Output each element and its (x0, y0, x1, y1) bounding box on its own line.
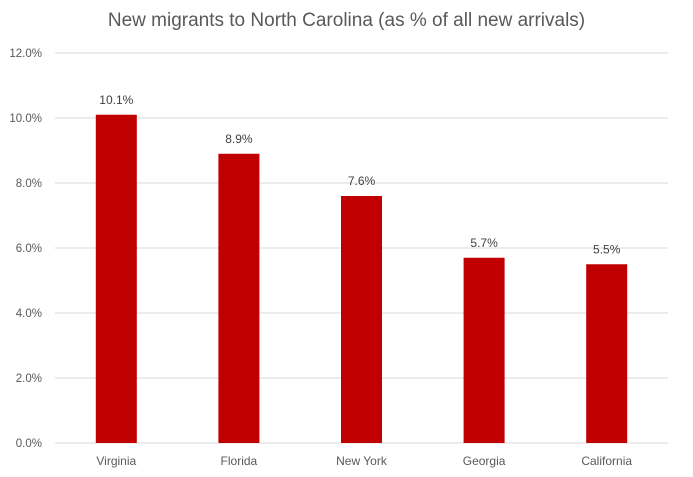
chart-title: New migrants to North Carolina (as % of … (107, 10, 586, 31)
data-label: 8.9% (225, 132, 253, 146)
x-tick-label: New York (336, 454, 388, 468)
x-tick-label: Florida (221, 454, 258, 468)
y-tick-label: 6.0% (16, 243, 42, 255)
bar (341, 196, 382, 443)
data-label: 10.1% (99, 93, 133, 107)
x-tick-label: Georgia (463, 454, 506, 468)
data-label: 5.7% (470, 236, 498, 250)
bar (218, 153, 260, 443)
y-tick-label: 10.0% (9, 113, 42, 125)
bar (95, 114, 137, 443)
data-label: 5.5% (593, 242, 621, 256)
x-tick-label: California (581, 454, 632, 468)
y-tick-label: 2.0% (16, 373, 42, 385)
bar (586, 264, 628, 443)
y-tick-label: 4.0% (16, 308, 42, 320)
bar (463, 257, 505, 443)
x-tick-label: Virginia (96, 454, 136, 468)
data-label: 7.6% (348, 174, 376, 188)
y-tick-label: 12.0% (9, 48, 42, 60)
y-tick-label: 0.0% (16, 438, 42, 450)
y-tick-label: 8.0% (16, 178, 42, 190)
